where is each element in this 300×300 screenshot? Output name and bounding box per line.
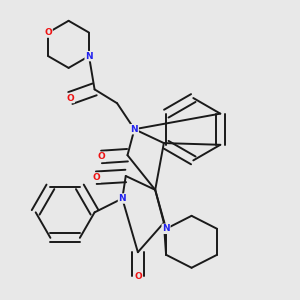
Text: N: N xyxy=(118,194,126,203)
Text: N: N xyxy=(85,52,93,61)
Text: O: O xyxy=(98,152,105,161)
Text: N: N xyxy=(130,125,138,134)
Text: O: O xyxy=(44,28,52,37)
Text: O: O xyxy=(67,94,74,103)
Text: O: O xyxy=(134,272,142,281)
Text: N: N xyxy=(162,224,170,233)
Text: O: O xyxy=(92,173,100,182)
